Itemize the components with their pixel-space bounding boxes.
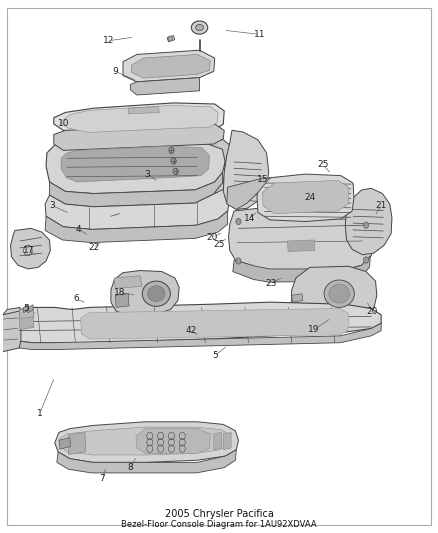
Ellipse shape: [324, 280, 354, 308]
Polygon shape: [167, 36, 175, 42]
Polygon shape: [189, 137, 244, 199]
Text: 20: 20: [207, 233, 218, 242]
Text: 22: 22: [88, 244, 99, 252]
Polygon shape: [11, 228, 50, 269]
Polygon shape: [46, 132, 226, 193]
Polygon shape: [128, 107, 159, 114]
Circle shape: [236, 219, 241, 225]
Polygon shape: [223, 131, 269, 209]
Polygon shape: [19, 308, 34, 320]
Ellipse shape: [191, 21, 208, 34]
Text: 11: 11: [254, 30, 266, 39]
Polygon shape: [60, 106, 218, 132]
Circle shape: [364, 222, 369, 228]
Polygon shape: [59, 427, 230, 455]
Polygon shape: [227, 178, 270, 209]
Circle shape: [169, 147, 174, 154]
Text: 18: 18: [114, 288, 125, 297]
Text: 42: 42: [185, 326, 197, 335]
Text: 19: 19: [308, 325, 320, 334]
Text: 23: 23: [265, 279, 276, 288]
Text: 24: 24: [304, 193, 315, 203]
Circle shape: [364, 257, 369, 263]
Text: 5: 5: [212, 351, 218, 360]
Polygon shape: [57, 450, 236, 473]
Polygon shape: [132, 54, 210, 78]
Polygon shape: [131, 78, 200, 95]
Text: 17: 17: [23, 246, 35, 255]
Polygon shape: [24, 305, 29, 313]
Text: 4: 4: [76, 225, 81, 234]
Text: 1: 1: [37, 409, 42, 418]
Text: 25: 25: [317, 160, 328, 169]
Polygon shape: [287, 240, 315, 252]
Ellipse shape: [329, 284, 350, 303]
Polygon shape: [345, 188, 392, 255]
Circle shape: [236, 258, 241, 264]
Polygon shape: [54, 103, 224, 135]
Polygon shape: [292, 294, 303, 302]
Polygon shape: [111, 271, 179, 317]
Text: 3: 3: [49, 201, 55, 210]
Polygon shape: [123, 50, 215, 82]
Ellipse shape: [142, 281, 170, 306]
Polygon shape: [49, 173, 223, 207]
Polygon shape: [68, 432, 86, 455]
Text: 6: 6: [74, 294, 79, 303]
Ellipse shape: [196, 25, 203, 31]
Text: 8: 8: [127, 463, 133, 472]
Polygon shape: [59, 438, 71, 449]
Text: 12: 12: [103, 36, 114, 45]
Polygon shape: [233, 256, 371, 282]
Text: 25: 25: [213, 240, 225, 249]
Circle shape: [171, 158, 176, 164]
Polygon shape: [262, 180, 349, 214]
Text: 10: 10: [57, 119, 69, 128]
Polygon shape: [3, 308, 20, 344]
Polygon shape: [61, 146, 209, 182]
Polygon shape: [19, 323, 381, 350]
Polygon shape: [28, 305, 33, 313]
Text: 5: 5: [24, 304, 29, 313]
Polygon shape: [81, 309, 349, 339]
Polygon shape: [9, 302, 381, 344]
Text: Bezel-Floor Console Diagram for 1AU92XDVAA: Bezel-Floor Console Diagram for 1AU92XDV…: [121, 520, 317, 529]
Polygon shape: [45, 211, 228, 243]
Polygon shape: [223, 432, 231, 450]
Polygon shape: [229, 208, 374, 271]
Text: 2005 Chrysler Pacifica: 2005 Chrysler Pacifica: [165, 509, 273, 519]
Text: 20: 20: [367, 306, 378, 316]
Polygon shape: [115, 294, 129, 308]
Polygon shape: [292, 266, 377, 321]
Text: 15: 15: [257, 175, 268, 184]
Text: 7: 7: [99, 474, 105, 483]
Polygon shape: [55, 422, 238, 462]
Polygon shape: [257, 174, 354, 222]
Polygon shape: [19, 317, 34, 329]
Text: 21: 21: [375, 201, 387, 210]
Polygon shape: [45, 187, 230, 229]
Polygon shape: [136, 429, 210, 454]
Polygon shape: [0, 311, 21, 352]
Polygon shape: [54, 124, 224, 150]
Ellipse shape: [148, 286, 165, 302]
Text: 14: 14: [244, 214, 255, 223]
Circle shape: [173, 168, 178, 175]
Polygon shape: [214, 432, 222, 450]
Text: 3: 3: [145, 169, 151, 179]
Text: 9: 9: [112, 67, 118, 76]
Circle shape: [168, 36, 172, 41]
Polygon shape: [114, 276, 142, 288]
